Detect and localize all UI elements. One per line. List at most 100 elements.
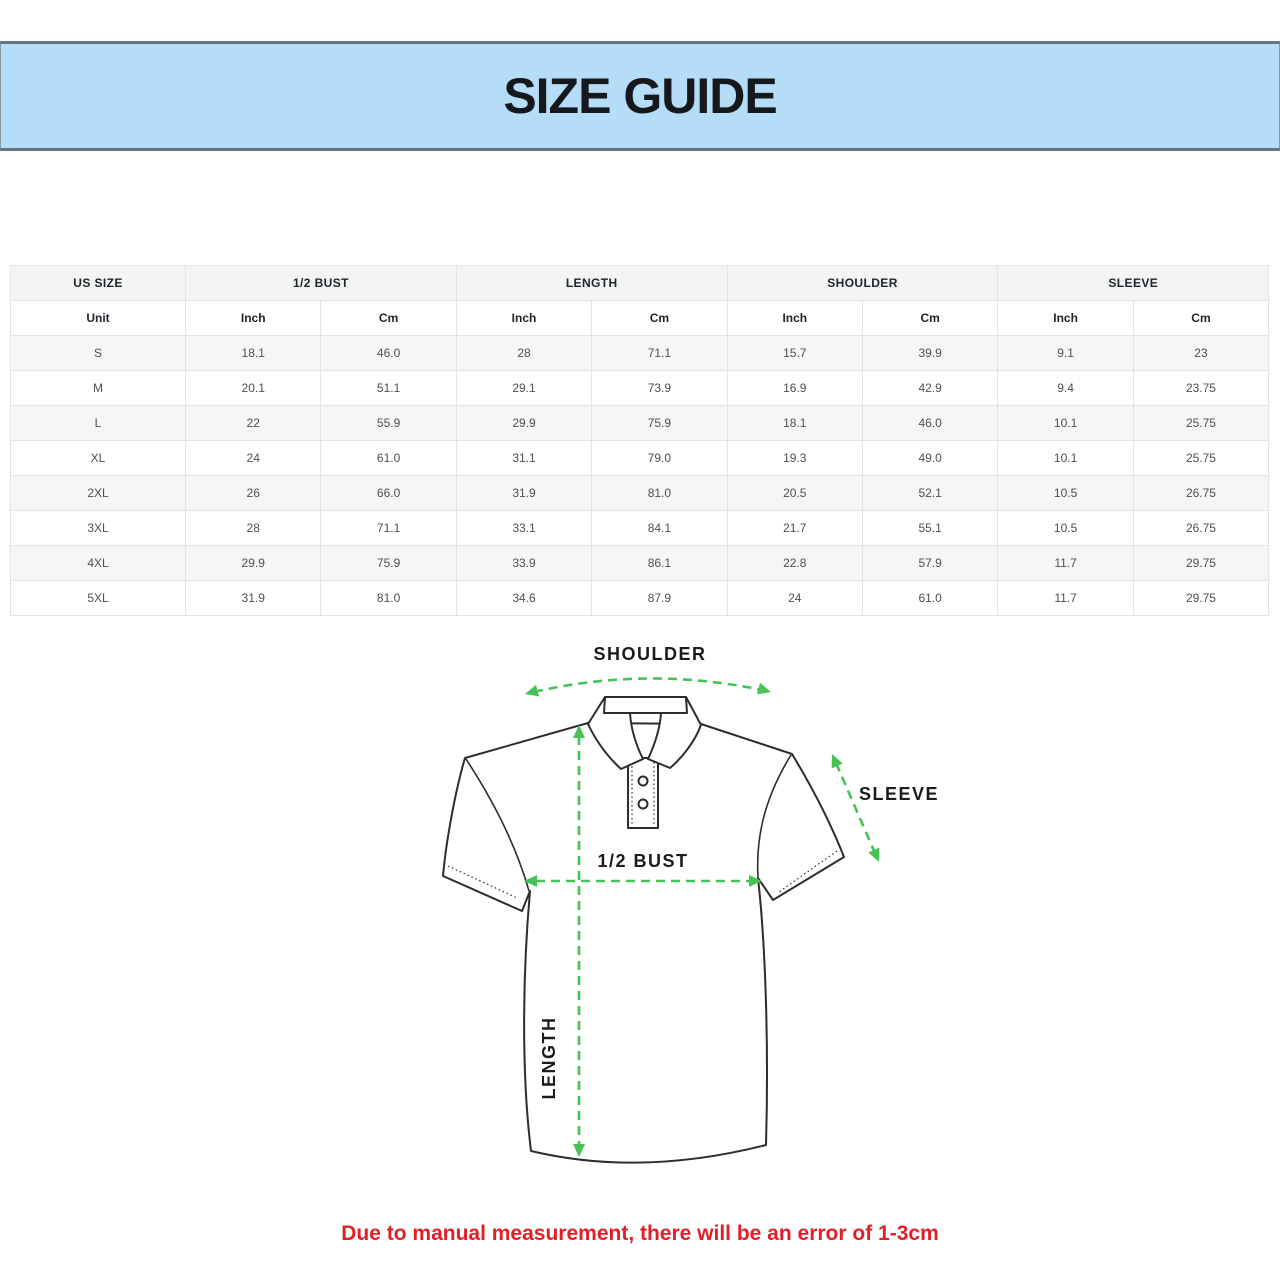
table-row: XL 24 61.0 31.1 79.0 19.3 49.0 10.1 25.75 [10, 440, 1270, 476]
size-cell: 87.9 [591, 580, 728, 616]
size-cell: 26.75 [1132, 475, 1270, 511]
polo-shirt-measurement-diagram: SHOULDER SLEEVE LENGTH 1/2 BUST [442, 644, 939, 1164]
shoulder-arrow [525, 677, 771, 697]
size-cell: 39.9 [861, 335, 999, 371]
size-label: 4XL [10, 545, 186, 581]
size-cell: 9.4 [997, 370, 1134, 406]
size-cell: 10.5 [997, 510, 1134, 546]
size-cell: 24 [726, 580, 863, 616]
shoulder-label: SHOULDER [593, 644, 706, 664]
collar-left-flap [587, 696, 644, 770]
unit-header: Cm [861, 300, 999, 336]
size-cell: 16.9 [726, 370, 863, 406]
size-cell: 26.75 [1132, 510, 1270, 546]
length-label: LENGTH [539, 1017, 559, 1100]
size-cell: 18.1 [726, 405, 863, 441]
size-cell: 22 [184, 405, 322, 441]
table-row: M 20.1 51.1 29.1 73.9 16.9 42.9 9.4 23.75 [10, 370, 1270, 406]
size-cell: 33.1 [455, 510, 593, 546]
right-cuff-stitch [778, 850, 838, 893]
bust-arrow [524, 875, 762, 887]
sleeve-arrow [831, 754, 880, 862]
size-cell: 55.1 [861, 510, 999, 546]
unit-header: Inch [726, 300, 863, 336]
size-cell: 10.1 [997, 440, 1134, 476]
size-cell: 18.1 [184, 335, 322, 371]
size-cell: 23 [1132, 335, 1270, 371]
size-cell: 31.9 [184, 580, 322, 616]
unit-header: Unit [10, 300, 186, 336]
size-cell: 52.1 [861, 475, 999, 511]
size-label: L [10, 405, 186, 441]
collar-band [602, 696, 689, 714]
unit-header: Cm [591, 300, 728, 336]
table-unit-row: Unit Inch Cm Inch Cm Inch Cm Inch Cm [10, 300, 1270, 336]
table-row: S 18.1 46.0 28 71.1 15.7 39.9 9.1 23 [10, 335, 1270, 371]
size-cell: 34.6 [455, 580, 593, 616]
size-cell: 28 [184, 510, 322, 546]
table-row: 3XL 28 71.1 33.1 84.1 21.7 55.1 10.5 26.75 [10, 510, 1270, 546]
collar-right-flap [647, 696, 702, 769]
table-row: 2XL 26 66.0 31.9 81.0 20.5 52.1 10.5 26.75 [10, 475, 1270, 511]
size-cell: 24 [184, 440, 322, 476]
table-row: L 22 55.9 29.9 75.9 18.1 46.0 10.1 25.75 [10, 405, 1270, 441]
size-cell: 84.1 [591, 510, 728, 546]
size-cell: 29.75 [1132, 580, 1270, 616]
size-cell: 10.5 [997, 475, 1134, 511]
table-row: 5XL 31.9 81.0 34.6 87.9 24 61.0 11.7 29.75 [10, 580, 1270, 616]
size-cell: 66.0 [320, 475, 457, 511]
size-cell: 46.0 [861, 405, 999, 441]
size-cell: 57.9 [861, 545, 999, 581]
size-cell: 81.0 [591, 475, 728, 511]
group-header-sleeve: SLEEVE [997, 265, 1270, 301]
size-label: M [10, 370, 186, 406]
unit-header: Cm [320, 300, 457, 336]
size-cell: 79.0 [591, 440, 728, 476]
size-cell: 29.9 [184, 545, 322, 581]
size-cell: 22.8 [726, 545, 863, 581]
size-cell: 42.9 [861, 370, 999, 406]
unit-header: Inch [997, 300, 1134, 336]
size-cell: 9.1 [997, 335, 1134, 371]
size-cell: 29.75 [1132, 545, 1270, 581]
unit-header: Inch [184, 300, 322, 336]
size-table: US SIZE 1/2 BUST LENGTH SHOULDER SLEEVE … [10, 265, 1270, 616]
page-title: SIZE GUIDE [503, 68, 777, 124]
size-cell: 25.75 [1132, 440, 1270, 476]
sleeve-label: SLEEVE [859, 784, 939, 804]
size-cell: 20.1 [184, 370, 322, 406]
size-table-container: US SIZE 1/2 BUST LENGTH SHOULDER SLEEVE … [10, 265, 1270, 616]
unit-header: Cm [1132, 300, 1270, 336]
size-cell: 55.9 [320, 405, 457, 441]
size-cell: 75.9 [320, 545, 457, 581]
size-cell: 49.0 [861, 440, 999, 476]
table-group-header-row: US SIZE 1/2 BUST LENGTH SHOULDER SLEEVE [10, 265, 1270, 301]
unit-header: Inch [455, 300, 593, 336]
size-cell: 51.1 [320, 370, 457, 406]
size-cell: 75.9 [591, 405, 728, 441]
size-cell: 21.7 [726, 510, 863, 546]
group-header-shoulder: SHOULDER [726, 265, 999, 301]
size-cell: 71.1 [320, 510, 457, 546]
group-header-length: LENGTH [455, 265, 728, 301]
size-cell: 73.9 [591, 370, 728, 406]
size-label: 2XL [10, 475, 186, 511]
size-cell: 86.1 [591, 545, 728, 581]
size-cell: 46.0 [320, 335, 457, 371]
size-cell: 11.7 [997, 580, 1134, 616]
size-guide-banner: SIZE GUIDE [0, 41, 1280, 151]
size-label: XL [10, 440, 186, 476]
group-header-bust: 1/2 BUST [185, 265, 457, 301]
size-cell: 71.1 [591, 335, 728, 371]
size-cell: 61.0 [861, 580, 999, 616]
group-header-us-size: US SIZE [10, 265, 186, 301]
size-cell: 26 [184, 475, 322, 511]
polo-shirt-outline [442, 696, 845, 1164]
button [637, 775, 649, 787]
measurement-disclaimer: Due to manual measurement, there will be… [341, 1222, 939, 1245]
size-label: S [10, 335, 186, 371]
size-cell: 25.75 [1132, 405, 1270, 441]
button [637, 798, 649, 810]
size-cell: 11.7 [997, 545, 1134, 581]
size-cell: 31.9 [455, 475, 593, 511]
